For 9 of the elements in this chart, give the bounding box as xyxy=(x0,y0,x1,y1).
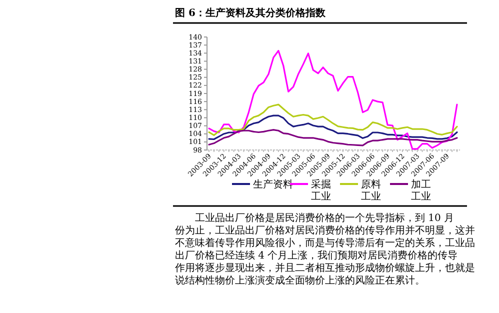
line-series xyxy=(208,114,458,140)
legend-label: 加工工业 xyxy=(411,178,431,202)
line-series xyxy=(208,104,458,136)
chart-title: 图 6：生产资料及其分类价格指数 xyxy=(175,7,326,19)
legend-label: 采掘工业 xyxy=(311,178,331,202)
line-series xyxy=(208,50,458,150)
line-series xyxy=(208,129,458,146)
legend-label: 原料工业 xyxy=(361,178,381,202)
text: 工业品出厂价格是居民消费价格的一个先导指标，到 10 月份为止，工业品出厂价格对居民消费价格的传导作用并不明显，这并不意味着传导作用风险很小，而是与传导滞后有一定的关系，工业品出厂价格已经连续 4 个月上涨，我们预期对居民消费价格的传导作用将逐步显现出来，并且二者相互推动形成物价螺旋上升，也就是说结构性物价上涨演变成全面物价上涨的风险正在累计。 xyxy=(174,212,475,286)
